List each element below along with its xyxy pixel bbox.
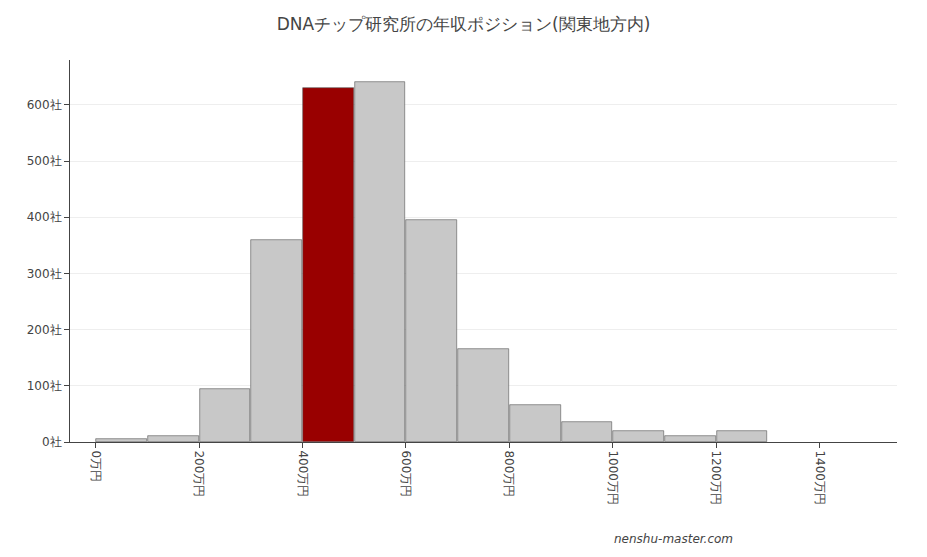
svg-text:500社: 500社	[27, 154, 62, 168]
svg-text:1200万円: 1200万円	[709, 450, 723, 505]
svg-text:1400万円: 1400万円	[813, 450, 827, 505]
svg-text:100社: 100社	[27, 379, 62, 393]
svg-text:200万円: 200万円	[192, 450, 206, 497]
svg-text:800万円: 800万円	[502, 450, 516, 497]
svg-text:200社: 200社	[27, 323, 62, 337]
svg-text:0社: 0社	[42, 435, 62, 449]
svg-text:600社: 600社	[27, 98, 62, 112]
svg-text:600万円: 600万円	[399, 450, 413, 497]
svg-text:1000万円: 1000万円	[606, 450, 620, 505]
svg-text:400万円: 400万円	[296, 450, 310, 497]
svg-text:300社: 300社	[27, 267, 62, 281]
svg-text:DNAチップ研究所の年収ポジション(関東地方内): DNAチップ研究所の年収ポジション(関東地方内)	[277, 14, 651, 34]
svg-text:0万円: 0万円	[89, 450, 103, 482]
svg-text:nenshu-master.com: nenshu-master.com	[614, 532, 733, 546]
svg-text:400社: 400社	[27, 210, 62, 224]
